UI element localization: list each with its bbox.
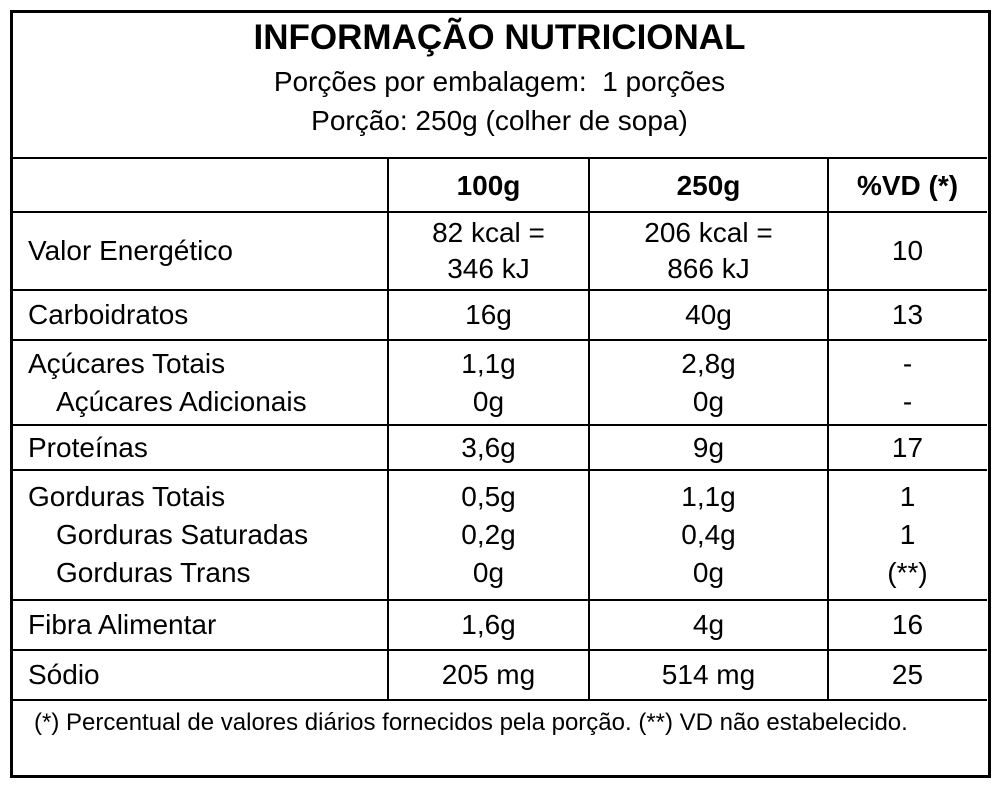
row-label: Valor Energético bbox=[28, 235, 233, 266]
value-cell: (**) bbox=[887, 557, 928, 588]
value-cell: 10 bbox=[891, 235, 924, 266]
value-cell: - bbox=[902, 347, 913, 379]
nutrition-table bbox=[10, 10, 991, 778]
row-line bbox=[12, 699, 987, 701]
value-cell: 17 bbox=[891, 431, 924, 463]
value-cell: 40g bbox=[685, 299, 732, 330]
value-cell: 2,8g bbox=[681, 347, 736, 379]
row-line bbox=[12, 211, 987, 213]
column-line bbox=[387, 158, 389, 700]
portion-line: Porção: 250g (colher de sopa) bbox=[311, 105, 688, 136]
row-line bbox=[12, 289, 987, 291]
row-line bbox=[12, 469, 987, 471]
column-header: 250g bbox=[676, 170, 741, 201]
row-label: Fibra Alimentar bbox=[28, 609, 217, 640]
column-header: 100g bbox=[456, 170, 521, 201]
value-cell: 206 kcal = 866 kJ bbox=[644, 217, 773, 284]
value-cell: 0,2g bbox=[461, 519, 516, 550]
row-line bbox=[12, 424, 987, 426]
value-cell: 82 kcal = 346 kJ bbox=[432, 217, 545, 284]
value-cell: 0g bbox=[692, 385, 725, 417]
row-label: Açúcares Totais bbox=[28, 347, 226, 379]
column-line bbox=[827, 158, 829, 700]
column-line bbox=[588, 158, 590, 700]
value-cell: 4g bbox=[692, 609, 725, 640]
servings-line: Porções por embalagem: 1 porções bbox=[273, 66, 726, 97]
row-label: Gorduras Saturadas bbox=[56, 519, 309, 550]
value-cell: 514 mg bbox=[661, 659, 756, 690]
row-label: Carboidratos bbox=[28, 299, 189, 330]
value-cell: 1 bbox=[899, 519, 916, 550]
value-cell: 0g bbox=[472, 385, 505, 417]
value-cell: 1,1g bbox=[461, 347, 516, 379]
value-cell: 3,6g bbox=[461, 431, 516, 463]
value-cell: 0,4g bbox=[681, 519, 736, 550]
value-cell: 205 mg bbox=[441, 659, 536, 690]
value-cell: 0g bbox=[472, 557, 505, 588]
value-cell: 0g bbox=[692, 557, 725, 588]
column-header: %VD (*) bbox=[856, 170, 959, 201]
row-label: Gorduras Trans bbox=[56, 557, 251, 588]
value-cell: 16g bbox=[465, 299, 512, 330]
value-cell: 25 bbox=[891, 659, 924, 690]
value-cell: 1 bbox=[899, 481, 916, 512]
row-line bbox=[12, 157, 987, 159]
title: INFORMAÇÃO NUTRICIONAL bbox=[253, 18, 746, 57]
value-cell: 1,1g bbox=[681, 481, 736, 512]
row-line bbox=[12, 649, 987, 651]
row-line bbox=[12, 599, 987, 601]
row-label: Proteínas bbox=[28, 431, 148, 463]
value-cell: 16 bbox=[891, 609, 924, 640]
row-line bbox=[12, 339, 987, 341]
row-label: Açúcares Adicionais bbox=[56, 385, 307, 417]
row-label: Gorduras Totais bbox=[28, 481, 226, 512]
value-cell: 0,5g bbox=[461, 481, 516, 512]
value-cell: 9g bbox=[692, 431, 725, 463]
footnote: (*) Percentual de valores diários fornec… bbox=[34, 709, 908, 736]
value-cell: 1,6g bbox=[461, 609, 516, 640]
value-cell: - bbox=[902, 385, 913, 417]
row-label: Sódio bbox=[28, 659, 100, 690]
value-cell: 13 bbox=[891, 299, 924, 330]
